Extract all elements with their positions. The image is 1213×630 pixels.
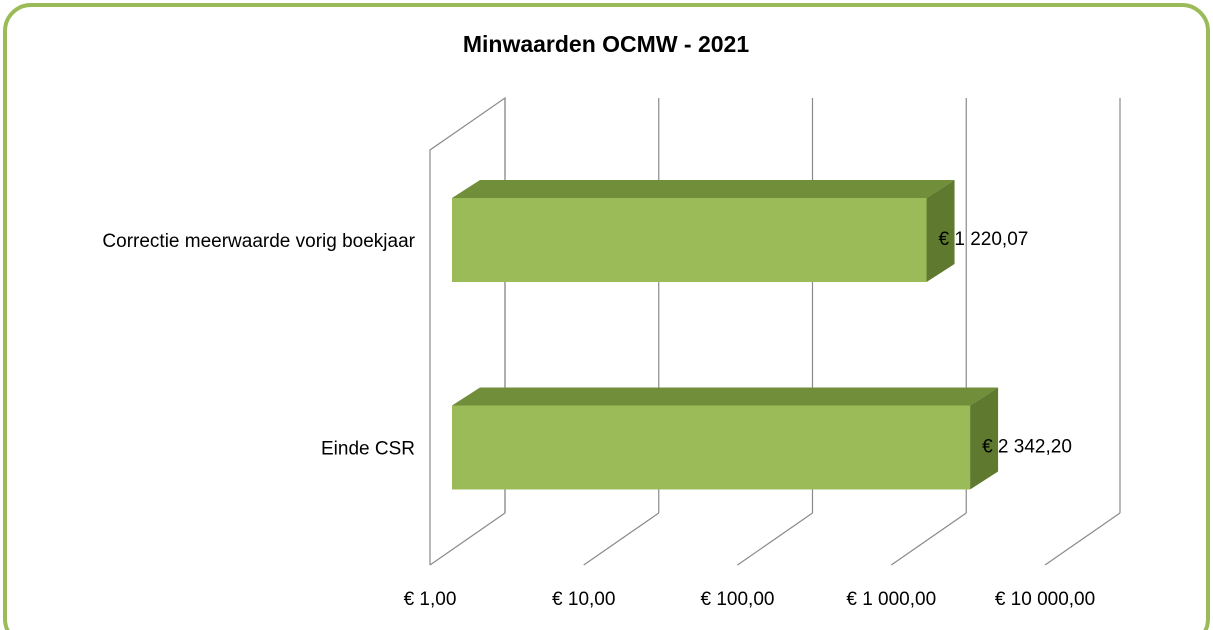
floor-line [583,512,660,566]
bar-side [926,180,955,282]
y-tick-label: Einde CSR [321,439,415,460]
floor-line [890,512,967,566]
chart-border [3,3,1210,630]
data-label: € 1 220,07 [939,229,1029,250]
x-tick-label: € 10,00 [552,589,615,610]
floor-line [1044,512,1121,566]
x-tick-label: € 1,00 [404,589,457,610]
bar [452,387,999,490]
bar-top [452,180,955,198]
floor-line [737,512,813,566]
floor-line [429,512,506,566]
x-tick-label: € 1 000,00 [846,589,936,610]
data-label: € 2 342,20 [982,437,1072,458]
x-tick-label: € 100,00 [701,589,775,610]
y-tick-label: Correctie meerwaarde vorig boekjaar [102,231,415,252]
bar-front [452,198,927,282]
bar-side [970,387,999,490]
bar-front [452,405,971,490]
bar [452,180,955,282]
x-tick-label: € 10 000,00 [995,589,1095,610]
chart-title: Minwaarden OCMW - 2021 [463,31,749,57]
bar-top [452,387,999,406]
